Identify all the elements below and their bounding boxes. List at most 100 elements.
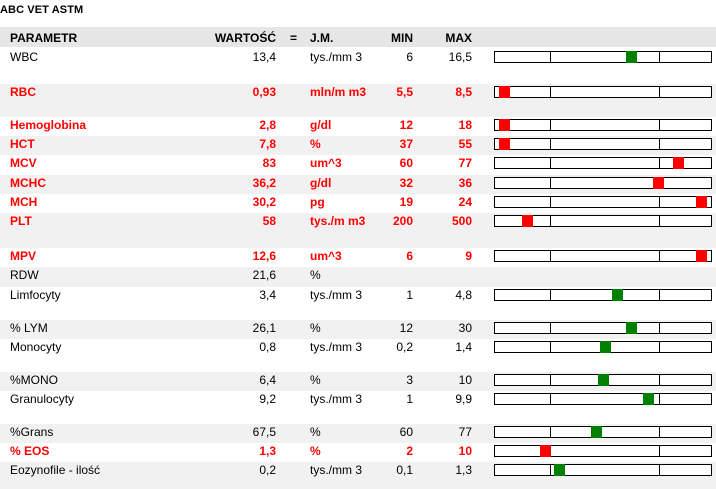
- range-bar-tick: [550, 465, 551, 475]
- parameter-min: 5,5: [396, 85, 413, 99]
- parameter-unit: mln/m m3: [310, 85, 367, 99]
- range-bar: [494, 196, 712, 208]
- range-bar-tick: [550, 290, 551, 300]
- range-bar-tick: [550, 120, 551, 130]
- table-header: PARAMETR WARTOŚĆ = J.M. MIN MAX: [0, 27, 716, 47]
- parameter-name: Hemoglobina: [10, 118, 87, 132]
- parameter-name: HCT: [10, 137, 35, 151]
- parameter-name: Monocyty: [10, 340, 62, 354]
- parameter-min: 60: [399, 156, 413, 170]
- parameter-value: 9,2: [259, 392, 276, 406]
- range-bar: [494, 464, 712, 476]
- parameter-max: 500: [451, 214, 472, 228]
- parameter-unit: %: [310, 321, 321, 335]
- range-bar-tick: [550, 158, 551, 168]
- range-bar-tick: [550, 139, 551, 149]
- parameter-name: PLT: [10, 214, 32, 228]
- parameter-min: 19: [399, 195, 413, 209]
- parameter-unit: g/dl: [310, 176, 332, 190]
- range-bar: [494, 138, 712, 150]
- parameter-name: RBC: [10, 85, 36, 99]
- table-row: MPV 12,6 um^3 6 9: [0, 248, 716, 267]
- parameter-value: 83: [262, 156, 276, 170]
- range-bar: [494, 289, 712, 301]
- parameter-unit: %: [310, 425, 321, 439]
- table-row: % LYM 26,1% 12 30: [0, 320, 716, 339]
- parameter-min: 1: [406, 288, 413, 302]
- parameter-max: 9,9: [455, 392, 472, 406]
- table-row: %Grans 67,5% 60 77: [0, 424, 716, 443]
- range-bar-tick: [659, 87, 660, 97]
- range-bar-tick: [659, 342, 660, 352]
- table-row: %MONO 6,4% 3 10: [0, 372, 716, 391]
- parameter-max: 24: [458, 195, 472, 209]
- range-bar-tick: [659, 197, 660, 207]
- table-row: HCT 7,8% 37 55: [0, 136, 716, 155]
- parameter-unit: %: [310, 444, 321, 458]
- parameter-max: 4,8: [455, 288, 472, 302]
- range-bar-tick: [659, 52, 660, 62]
- range-marker: [626, 322, 637, 334]
- parameter-max: 9: [465, 249, 472, 263]
- parameter-value: 2,8: [259, 118, 276, 132]
- range-bar-tick: [550, 87, 551, 97]
- range-bar: [494, 215, 712, 227]
- parameter-name: %Grans: [10, 425, 54, 439]
- parameter-unit: pg: [310, 195, 325, 209]
- parameter-value: 0,93: [252, 85, 276, 99]
- header-param: PARAMETR: [10, 31, 78, 45]
- header-min: MIN: [391, 31, 413, 45]
- parameter-max: 55: [458, 137, 472, 151]
- range-bar-tick: [659, 394, 660, 404]
- parameter-unit: tys./mm 3: [310, 392, 363, 406]
- range-bar-tick: [550, 394, 551, 404]
- range-bar-tick: [550, 52, 551, 62]
- parameter-value: 3,4: [259, 288, 276, 302]
- parameter-value: 0,2: [259, 463, 276, 477]
- table-row: RBC 0,93 mln/m m3 5,5 8,5: [0, 84, 716, 117]
- range-bar-tick: [659, 465, 660, 475]
- range-bar: [494, 177, 712, 189]
- parameter-unit: g/dl: [310, 118, 332, 132]
- report-title: ABC VET ASTM: [0, 4, 84, 16]
- range-bar-tick: [659, 427, 660, 437]
- parameter-max: 30: [458, 321, 472, 335]
- parameter-value: 1,3: [259, 444, 276, 458]
- parameter-max: 77: [458, 156, 472, 170]
- parameter-value: 21,6: [252, 268, 276, 282]
- parameter-max: 1,4: [455, 340, 472, 354]
- range-marker: [653, 177, 664, 189]
- range-marker: [554, 464, 565, 476]
- parameter-name: %MONO: [10, 373, 58, 387]
- parameter-min: 32: [399, 176, 413, 190]
- range-marker: [696, 196, 707, 208]
- parameter-name: Granulocyty: [10, 392, 75, 406]
- range-bar-tick: [659, 158, 660, 168]
- range-bar: [494, 341, 712, 353]
- range-marker: [643, 393, 654, 405]
- range-bar: [494, 374, 712, 386]
- range-bar-tick: [550, 342, 551, 352]
- parameter-value: 26,1: [252, 321, 276, 335]
- table-row: WBC 13,4 tys./mm 3 6 16,5: [0, 49, 716, 84]
- parameter-min: 12: [399, 118, 413, 132]
- parameter-min: 0,1: [396, 463, 413, 477]
- range-bar: [494, 393, 712, 405]
- range-bar-tick: [659, 446, 660, 456]
- parameter-name: % EOS: [10, 444, 50, 458]
- range-bar-tick: [659, 375, 660, 385]
- range-bar: [494, 119, 712, 131]
- range-bar-tick: [659, 120, 660, 130]
- parameter-value: 36,2: [252, 176, 276, 190]
- parameter-value: 0,8: [259, 340, 276, 354]
- table-row: PLT 58 tys./m m3 200 500: [0, 213, 716, 248]
- parameter-name: Eozynofile - ilość: [10, 463, 101, 477]
- range-marker: [673, 157, 684, 169]
- range-bar: [494, 426, 712, 438]
- range-bar-tick: [550, 375, 551, 385]
- parameter-min: 1: [406, 392, 413, 406]
- header-max: MAX: [445, 31, 472, 45]
- table-row: Monocyty 0,8 tys./mm 3 0,2 1,4: [0, 339, 716, 372]
- parameter-max: 18: [458, 118, 472, 132]
- parameter-max: 77: [458, 425, 472, 439]
